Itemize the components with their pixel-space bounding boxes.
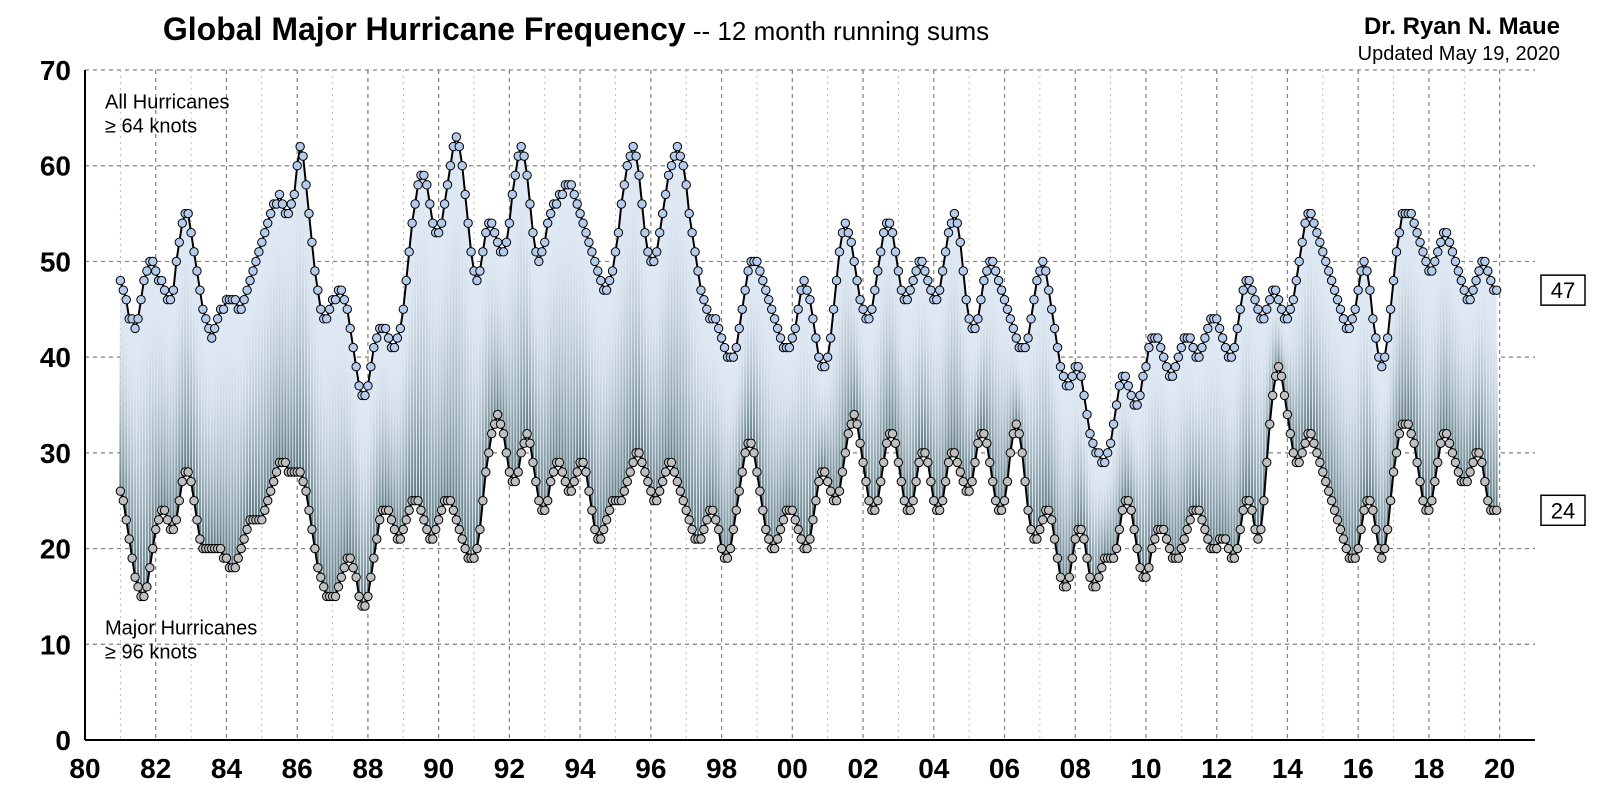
y-tick-label: 0	[55, 725, 71, 756]
y-tick-label: 10	[40, 629, 71, 660]
x-tick-label: 02	[847, 753, 878, 784]
x-tick-label: 16	[1343, 753, 1374, 784]
x-tick-label: 06	[989, 753, 1020, 784]
x-tick-label: 82	[140, 753, 171, 784]
x-tick-label: 86	[282, 753, 313, 784]
x-tick-label: 20	[1484, 753, 1515, 784]
y-tick-label: 30	[40, 438, 71, 469]
chart-subtitle: -- 12 month running sums	[686, 16, 989, 46]
title-block: Global Major Hurricane Frequency -- 12 m…	[163, 11, 989, 47]
x-tick-label: 12	[1201, 753, 1232, 784]
x-tick-label: 92	[494, 753, 525, 784]
x-tick-label: 84	[211, 753, 243, 784]
y-tick-label: 60	[40, 151, 71, 182]
y-tick-label: 50	[40, 246, 71, 277]
y-tick-label: 40	[40, 342, 71, 373]
y-tick-label: 20	[40, 534, 71, 565]
end-label-upper: 47	[1551, 278, 1575, 303]
x-tick-label: 80	[69, 753, 100, 784]
annotation-lower-1: Major Hurricanes	[105, 618, 257, 640]
chart-title: Global Major Hurricane Frequency -- 12 m…	[163, 11, 989, 47]
hurricane-frequency-chart: 0 10 20 30 40 50 60 70 80 82 84 86 88 90 92 94 96 98 00 02 0…	[0, 0, 1600, 794]
y-tick-label: 70	[40, 55, 71, 86]
x-tick-label: 96	[635, 753, 666, 784]
end-label-lower: 24	[1551, 498, 1575, 523]
updated-date: Updated May 19, 2020	[1358, 43, 1560, 65]
x-tick-label: 94	[565, 753, 597, 784]
x-tick-label: 00	[777, 753, 808, 784]
x-tick-label: 14	[1272, 753, 1304, 784]
author: Dr. Ryan N. Maue	[1364, 13, 1560, 40]
x-tick-label: 18	[1413, 753, 1444, 784]
x-tick-label: 08	[1060, 753, 1091, 784]
x-tick-label: 98	[706, 753, 737, 784]
annotation-upper-1: All Hurricanes	[105, 91, 229, 113]
annotation-upper-2: ≥ 64 knots	[105, 115, 197, 137]
x-tick-label: 04	[918, 753, 950, 784]
x-tick-label: 88	[352, 753, 383, 784]
annotation-lower-2: ≥ 96 knots	[105, 642, 197, 664]
x-tick-label: 90	[423, 753, 454, 784]
x-tick-label: 10	[1130, 753, 1161, 784]
